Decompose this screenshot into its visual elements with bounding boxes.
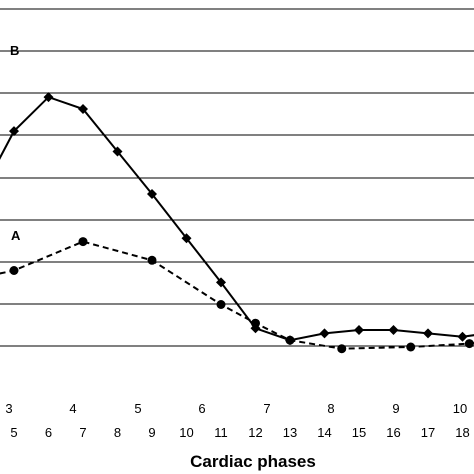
x-secondary-tick: 17 (421, 425, 435, 440)
data-point-b (354, 325, 364, 335)
data-point-a (9, 266, 19, 275)
x-secondary-tick: 9 (148, 425, 155, 440)
data-point-b (181, 233, 192, 244)
series-line-b (0, 95, 474, 342)
x-primary-tick: 9 (392, 401, 399, 416)
x-primary-tick: 5 (134, 401, 141, 416)
x-primary-tick: 6 (198, 401, 205, 416)
data-point-b (43, 92, 54, 103)
data-point-a (78, 237, 88, 247)
data-point-a (147, 255, 157, 265)
x-secondary-tick: 12 (248, 425, 262, 440)
data-point-a (464, 339, 474, 349)
gridlines (0, 8, 474, 347)
x-secondary-tick: 13 (283, 425, 297, 440)
data-point-b (457, 331, 468, 342)
data-point-b (388, 325, 399, 335)
x-secondary-tick: 8 (114, 425, 121, 440)
data-point-b (147, 189, 157, 199)
x-secondary-tick: 5 (10, 425, 17, 440)
data-point-a (337, 344, 347, 354)
x-primary-tick: 10 (453, 401, 467, 416)
data-point-b (423, 328, 433, 339)
x-secondary-tick: 11 (214, 425, 228, 440)
x-secondary-tick: 16 (386, 425, 400, 440)
data-point-b (9, 126, 19, 137)
x-secondary-tick: 14 (317, 425, 331, 440)
data-point-a (285, 335, 295, 345)
x-secondary-tick: 15 (352, 425, 366, 440)
data-point-a (406, 342, 416, 352)
x-secondary-tick: 18 (455, 425, 469, 440)
x-primary-tick: 4 (69, 401, 76, 416)
x-axis-title: Cardiac phases (190, 452, 316, 471)
x-tick-labels: 3 4 5 6 7 8 9 10 5 6 7 8 9 10 11 12 13 14 15 16 17 18 (5, 401, 469, 440)
data-point-a (216, 300, 226, 309)
x-secondary-tick: 7 (79, 425, 86, 440)
data-point-a (251, 318, 260, 328)
data-point-b (78, 104, 88, 114)
data-point-b (319, 328, 330, 339)
x-primary-tick: 8 (327, 401, 334, 416)
data-point-b (112, 146, 123, 157)
series-line-a (0, 240, 474, 350)
x-primary-tick: 7 (263, 401, 270, 416)
series-label-a: A (11, 228, 21, 243)
x-primary-tick: 3 (5, 401, 12, 416)
series-markers (9, 92, 474, 354)
data-point-b (216, 277, 226, 288)
x-secondary-tick: 10 (179, 425, 193, 440)
series-label-b: B (10, 43, 19, 58)
x-secondary-tick: 6 (45, 425, 52, 440)
